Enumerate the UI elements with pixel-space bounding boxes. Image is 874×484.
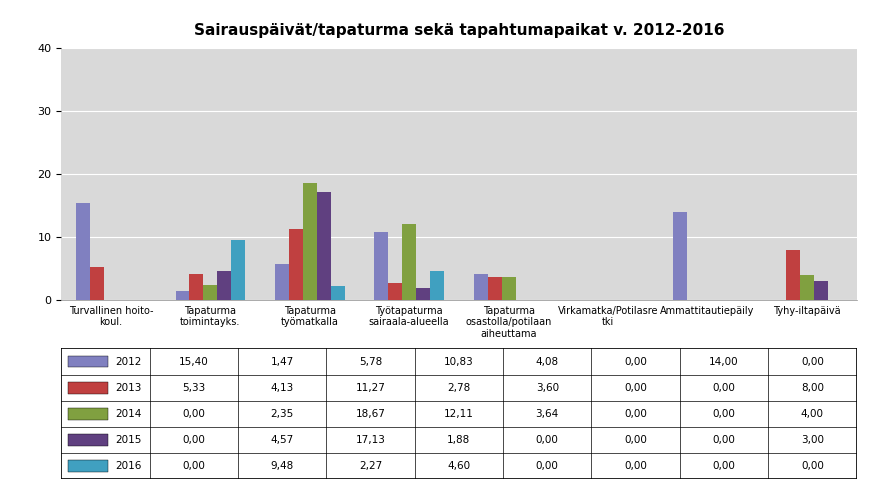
Text: 4,00: 4,00 (801, 409, 824, 419)
Text: 12,11: 12,11 (444, 409, 474, 419)
Text: 11,27: 11,27 (356, 383, 385, 393)
Bar (416, 288, 430, 300)
Bar (218, 272, 232, 300)
Text: 0,00: 0,00 (624, 357, 647, 366)
Text: 18,67: 18,67 (356, 409, 385, 419)
Bar (800, 275, 814, 300)
Bar (374, 232, 388, 300)
Bar (68, 434, 108, 446)
Bar (402, 224, 416, 300)
Bar (786, 250, 800, 300)
Bar (474, 274, 488, 300)
Text: 9,48: 9,48 (270, 461, 294, 471)
Text: 14,00: 14,00 (709, 357, 739, 366)
Bar (176, 291, 190, 300)
Text: 1,88: 1,88 (447, 435, 470, 445)
Text: 3,60: 3,60 (536, 383, 558, 393)
Text: 5,33: 5,33 (182, 383, 205, 393)
Text: 3,00: 3,00 (801, 435, 824, 445)
Bar (814, 281, 828, 300)
Bar (502, 277, 516, 300)
Bar (190, 274, 204, 300)
Text: 15,40: 15,40 (179, 357, 209, 366)
Text: 0,00: 0,00 (183, 435, 205, 445)
Text: 0,00: 0,00 (624, 461, 647, 471)
Bar (388, 283, 402, 300)
Text: 1,47: 1,47 (270, 357, 294, 366)
Text: 17,13: 17,13 (356, 435, 385, 445)
Text: 2015: 2015 (115, 435, 142, 445)
Bar (76, 203, 90, 300)
Text: 5,78: 5,78 (359, 357, 382, 366)
Bar (68, 382, 108, 393)
Text: 0,00: 0,00 (536, 435, 558, 445)
Text: 0,00: 0,00 (712, 435, 735, 445)
Text: 4,57: 4,57 (270, 435, 294, 445)
Text: 2,78: 2,78 (447, 383, 470, 393)
Text: 0,00: 0,00 (624, 383, 647, 393)
Text: 0,00: 0,00 (801, 357, 824, 366)
Text: 4,08: 4,08 (536, 357, 558, 366)
Text: 2012: 2012 (115, 357, 142, 366)
Bar (673, 212, 686, 300)
Text: 0,00: 0,00 (624, 435, 647, 445)
Bar (68, 408, 108, 420)
Text: 0,00: 0,00 (712, 461, 735, 471)
Text: 2014: 2014 (115, 409, 142, 419)
Bar (330, 286, 344, 300)
Bar (275, 264, 288, 300)
Text: 3,64: 3,64 (536, 409, 558, 419)
Title: Sairauspäivät/tapaturma sekä tapahtumapaikat v. 2012-2016: Sairauspäivät/tapaturma sekä tapahtumapa… (194, 23, 724, 38)
Text: 4,13: 4,13 (270, 383, 294, 393)
Text: 0,00: 0,00 (712, 409, 735, 419)
Bar (90, 267, 104, 300)
Bar (488, 277, 502, 300)
Text: 0,00: 0,00 (183, 461, 205, 471)
Bar (430, 271, 444, 300)
Text: 0,00: 0,00 (624, 409, 647, 419)
Text: 8,00: 8,00 (801, 383, 824, 393)
Bar (232, 241, 245, 300)
Text: 2,27: 2,27 (359, 461, 382, 471)
Text: 0,00: 0,00 (801, 461, 824, 471)
Bar (68, 460, 108, 472)
Bar (316, 192, 330, 300)
Text: 2,35: 2,35 (270, 409, 294, 419)
Text: 4,60: 4,60 (447, 461, 470, 471)
Text: 0,00: 0,00 (183, 409, 205, 419)
Bar (302, 182, 316, 300)
Text: 10,83: 10,83 (444, 357, 474, 366)
Text: 0,00: 0,00 (712, 383, 735, 393)
Bar (68, 356, 108, 367)
Text: 2013: 2013 (115, 383, 142, 393)
Bar (288, 229, 302, 300)
Text: 0,00: 0,00 (536, 461, 558, 471)
Text: 2016: 2016 (115, 461, 142, 471)
Bar (204, 285, 218, 300)
